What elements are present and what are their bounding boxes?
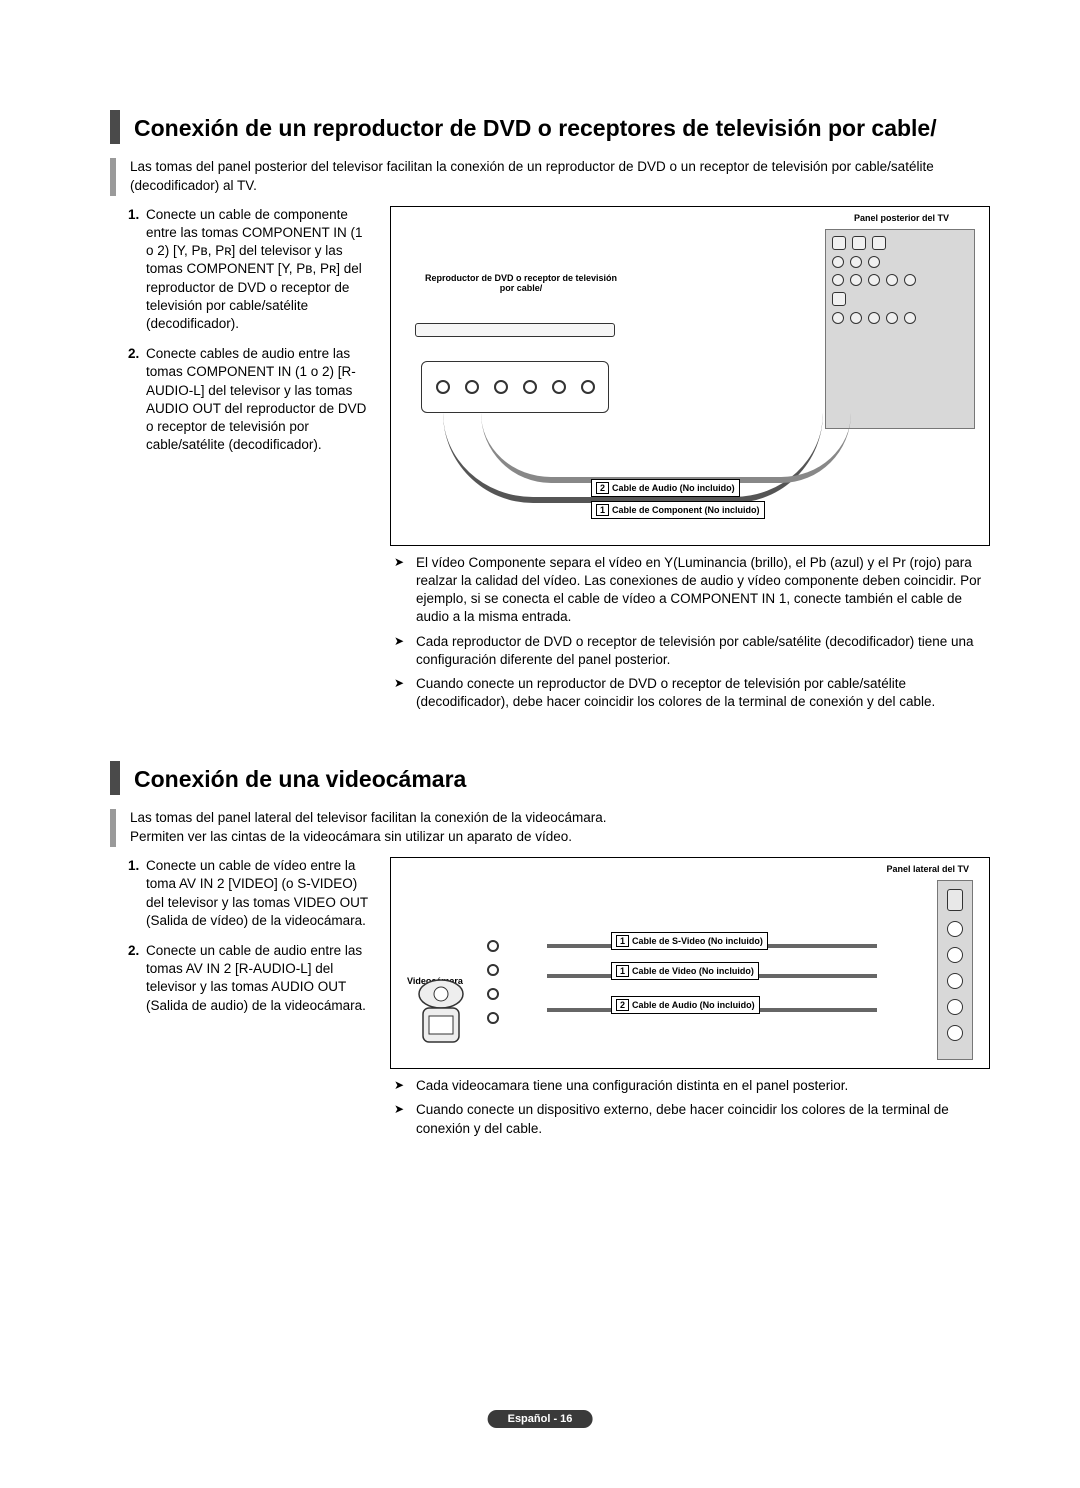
diag2-c1-num: 1 (616, 935, 629, 947)
diag1-cable1-text: Cable de Component (No incluido) (612, 505, 760, 515)
section2-intro: Las tomas del panel lateral del televiso… (130, 809, 607, 847)
dvd-player-icon (415, 323, 615, 337)
title-bar-icon (110, 761, 120, 795)
section1-note-1: El vídeo Componente separa el vídeo en Y… (390, 554, 990, 627)
intro-row: Las tomas del panel posterior del televi… (110, 158, 990, 196)
intro-bar-icon (110, 809, 116, 847)
diag2-panel-label: Panel lateral del TV (886, 864, 969, 874)
section-title-row: Conexión de un reproductor de DVD o rece… (110, 110, 990, 144)
page-footer: Español - 16 (488, 1410, 593, 1428)
section2-title: Conexión de una videocámara (134, 761, 466, 795)
diag1-cable2-label: 2Cable de Audio (No incluido) (591, 479, 740, 497)
section1-title: Conexión de un reproductor de DVD o rece… (134, 110, 937, 144)
diag2-c3-text: Cable de Audio (No incluido) (632, 1000, 755, 1010)
intro-bar-icon (110, 158, 116, 196)
dvd-rear-ports-icon (421, 361, 609, 413)
section2-step-2: Conecte un cable de audio entre las toma… (128, 942, 370, 1015)
section1-steps: Conecte un cable de componente entre las… (110, 206, 370, 546)
diag2-cable2-label: 1Cable de Video (No incluido) (611, 962, 759, 980)
diag1-cable2-text: Cable de Audio (No incluido) (612, 483, 735, 493)
section2-content: Conecte un cable de vídeo entre la toma … (110, 857, 990, 1069)
section1-note-2: Cada reproductor de DVD o receptor de te… (390, 633, 990, 669)
diag2-cable1-label: 1Cable de S-Video (No incluido) (611, 932, 768, 950)
section2-intro-row: Las tomas del panel lateral del televiso… (110, 809, 990, 847)
diag2-c2-text: Cable de Video (No incluido) (632, 966, 754, 976)
section-camcorder: Conexión de una videocámara Las tomas de… (110, 761, 990, 1137)
section1-step-2: Conecte cables de audio entre las tomas … (128, 345, 370, 454)
section2-step-1: Conecte un cable de vídeo entre la toma … (128, 857, 370, 930)
diag2-cable3-label: 2Cable de Audio (No incluido) (611, 996, 760, 1014)
diag1-cable1-num: 1 (596, 504, 609, 516)
section1-intro: Las tomas del panel posterior del televi… (130, 158, 990, 196)
section2-note-2: Cuando conecte un dispositivo externo, d… (390, 1101, 990, 1137)
camcorder-ports-icon (487, 940, 543, 1030)
diag1-device-label: Reproductor de DVD o receptor de televis… (421, 273, 621, 293)
tv-rear-panel-icon (825, 229, 975, 429)
section2-title-row: Conexión de una videocámara (110, 761, 990, 795)
section2-steps: Conecte un cable de vídeo entre la toma … (110, 857, 370, 1069)
diag2-c2-num: 1 (616, 965, 629, 977)
section1-content: Conecte un cable de componente entre las… (110, 206, 990, 546)
section1-notes: El vídeo Componente separa el vídeo en Y… (390, 554, 990, 712)
title-bar-icon (110, 110, 120, 144)
section-dvd: Conexión de un reproductor de DVD o rece… (110, 110, 990, 711)
section2-notes: Cada videocamara tiene una configuración… (390, 1077, 990, 1138)
diag2-c1-text: Cable de S-Video (No incluido) (632, 936, 763, 946)
section1-step-1: Conecte un cable de componente entre las… (128, 206, 370, 334)
diag1-cable1-label: 1Cable de Component (No incluido) (591, 501, 765, 519)
section2-diagram: Panel lateral del TV Videocámara (390, 857, 990, 1069)
section2-note-1: Cada videocamara tiene una configuración… (390, 1077, 990, 1095)
diag1-panel-label: Panel posterior del TV (854, 213, 949, 223)
diag1-cable2-num: 2 (596, 482, 609, 494)
camcorder-icon (409, 978, 473, 1052)
audio-cable-icon (481, 413, 851, 483)
diag2-c3-num: 2 (616, 999, 629, 1011)
tv-side-panel-icon (937, 880, 973, 1060)
section1-note-3: Cuando conecte un reproductor de DVD o r… (390, 675, 990, 711)
section1-diagram: Panel posterior del TV Reproductor de DV… (390, 206, 990, 546)
